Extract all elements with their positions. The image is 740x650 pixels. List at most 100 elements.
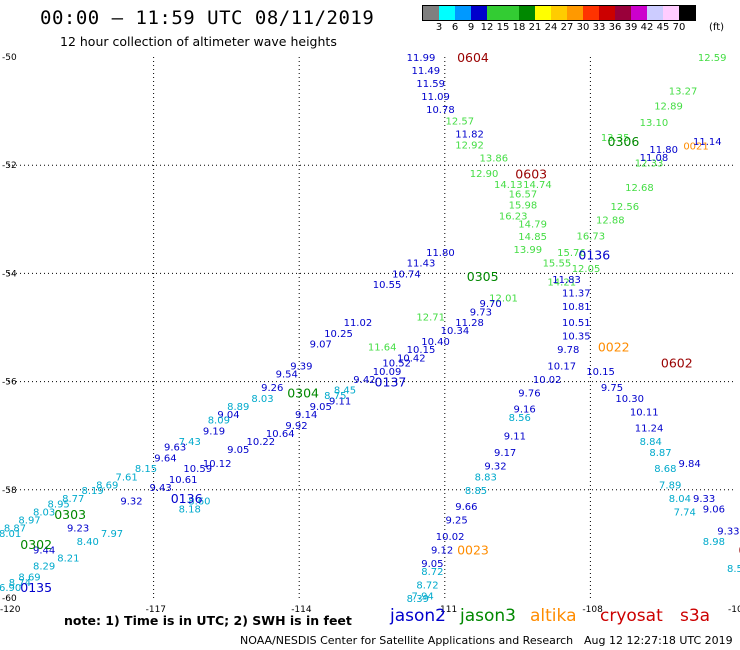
wave-height-value: 9.23 xyxy=(67,524,89,535)
wave-height-value: 12.05 xyxy=(572,264,601,275)
color-scale-bar xyxy=(422,5,696,21)
wave-height-value: 8.98 xyxy=(703,537,725,548)
wave-height-value: 8.18 xyxy=(179,505,201,516)
wave-height-value: 14.79 xyxy=(518,220,547,231)
color-scale-label: 24 xyxy=(544,22,558,33)
wave-height-value: 10.22 xyxy=(247,437,276,448)
wave-height-value: 14.85 xyxy=(518,232,547,243)
color-scale-label: 42 xyxy=(640,22,654,33)
wave-height-value: 12.57 xyxy=(446,116,475,127)
track-b-orange: 0021 xyxy=(683,142,708,153)
wave-height-value: 8.75 xyxy=(324,391,346,402)
wave-height-value: 10.78 xyxy=(426,105,455,116)
wave-height-value: 10.59 xyxy=(183,464,212,475)
legend-s3a: s3a xyxy=(680,606,711,626)
wave-height-value: 15.76 xyxy=(557,248,586,259)
wave-height-value: 9.26 xyxy=(261,383,283,394)
lat-label: -58 xyxy=(2,486,17,496)
map-grid xyxy=(8,57,736,598)
color-swatch xyxy=(663,6,679,20)
color-swatch xyxy=(567,6,583,20)
color-scale-label: 70 xyxy=(672,22,686,33)
wave-height-value: 8.40 xyxy=(77,537,99,548)
track-descending-blue: 11.83 11.37 10.81 10.51 10.35 9.78 10.17 10.02 9… xyxy=(421,275,590,570)
wave-height-value: 9.63 xyxy=(164,443,186,454)
color-swatch xyxy=(439,6,455,20)
wave-height-value: 8.83 xyxy=(475,472,497,483)
wave-height-value: 11.80 xyxy=(649,145,678,156)
color-scale-label: 39 xyxy=(624,22,638,33)
wave-height-value: 13.35 xyxy=(601,133,630,144)
wave-height-value: 12.88 xyxy=(596,215,625,226)
wave-height-value: 12.68 xyxy=(625,183,654,194)
wave-height-value: 14.13 xyxy=(494,180,523,191)
color-scale-label: 30 xyxy=(576,22,590,33)
wave-height-value: 10.81 xyxy=(562,302,591,313)
color-swatch xyxy=(519,6,535,20)
wave-height-value: 10.02 xyxy=(436,532,465,543)
wave-height-value: 14.74 xyxy=(523,180,552,191)
wave-height-value: 8.19 xyxy=(82,486,104,497)
wave-height-value: 12.92 xyxy=(455,141,484,152)
pass-time-label: 0137 xyxy=(375,375,407,390)
wave-height-value: 10.30 xyxy=(615,394,644,405)
map-title: 00:00 – 11:59 UTC 08/11/2019 xyxy=(40,7,375,29)
color-swatch xyxy=(455,6,471,20)
wave-height-value: 7.74 xyxy=(674,507,696,518)
wave-height-value: 8.95 xyxy=(48,499,70,510)
legend-jason2: jason2 xyxy=(390,606,446,626)
track-a-dark-blue: 11.99 11.49 11.59 11.09 10.78 11.82 xyxy=(407,53,484,140)
color-swatch xyxy=(471,6,487,20)
track-main-cyan-upper: 8.038.898.097.438.157.618.698.198.778.95… xyxy=(0,394,274,540)
track-descending-cyan: 8.568.838.858.728.727.948.39 xyxy=(407,413,531,605)
wave-height-value: 9.04 xyxy=(217,410,239,421)
wave-height-value: 14.21 xyxy=(547,278,576,289)
wave-height-value: 8.03 xyxy=(33,507,55,518)
wave-height-value: 11.83 xyxy=(552,275,581,286)
wave-height-value: 9.05 xyxy=(227,445,249,456)
color-scale-label: 12 xyxy=(480,22,494,33)
wave-height-value: 9.32 xyxy=(484,461,506,472)
wave-height-value: 12.59 xyxy=(698,53,727,64)
wave-height-value: 7.89 xyxy=(659,480,681,491)
pass-time-label: 0136 xyxy=(578,247,610,262)
wave-height-value: 12.01 xyxy=(489,294,518,305)
lat-label: -52 xyxy=(2,161,17,171)
wave-height-value: 12.89 xyxy=(654,102,683,113)
map-subtitle: 12 hour collection of altimeter wave hei… xyxy=(60,34,337,49)
pass-time-label: 0022 xyxy=(598,339,630,354)
wave-height-value: 8.29 xyxy=(33,562,55,573)
wave-height-value: 10.40 xyxy=(421,337,450,348)
wave-height-value: 11.43 xyxy=(407,259,436,270)
track-lower-blue: 9.709.7311.2810.3410.4010.1510.4210.5210… xyxy=(33,299,502,556)
lat-label: -56 xyxy=(2,378,17,388)
wave-height-value: 9.11 xyxy=(329,397,351,408)
wave-height-value: 9.78 xyxy=(557,345,579,356)
color-scale-label: 6 xyxy=(451,22,459,33)
wave-height-value: 10.61 xyxy=(169,475,198,486)
color-scale-label: 27 xyxy=(560,22,574,33)
wave-height-value: 10.51 xyxy=(562,318,591,329)
wave-height-value: 9.14 xyxy=(295,410,317,421)
wave-height-value: 8.69 xyxy=(96,480,118,491)
wave-height-value: 11.99 xyxy=(407,53,436,64)
wave-height-value: 9.12 xyxy=(431,545,453,556)
pass-time-label: 0305 xyxy=(467,269,499,284)
satellite-tracks: 11.99 11.49 11.59 11.09 10.78 11.82 12.57 12.92… xyxy=(0,53,740,605)
legend-cryosat: cryosat xyxy=(600,606,663,626)
wave-height-value: 8.87 xyxy=(4,524,26,535)
wave-height-value: 10.15 xyxy=(586,367,615,378)
lat-label: -54 xyxy=(2,269,17,279)
wave-height-value: 9.25 xyxy=(446,516,468,527)
pass-time-label: 06 xyxy=(739,542,740,557)
wave-height-value: 8.85 xyxy=(465,486,487,497)
color-scale-label: 18 xyxy=(512,22,526,33)
wave-height-value: 9.75 xyxy=(601,383,623,394)
wave-height-value: 9.05 xyxy=(310,402,332,413)
track-lower-cyan: 8.458.758.608.187.978.408.218.298.698.74… xyxy=(0,386,356,594)
wave-height-value: 10.35 xyxy=(562,332,591,343)
color-swatch xyxy=(503,6,519,20)
color-scale-label: 9 xyxy=(467,22,475,33)
lon-label: -114 xyxy=(291,605,312,615)
